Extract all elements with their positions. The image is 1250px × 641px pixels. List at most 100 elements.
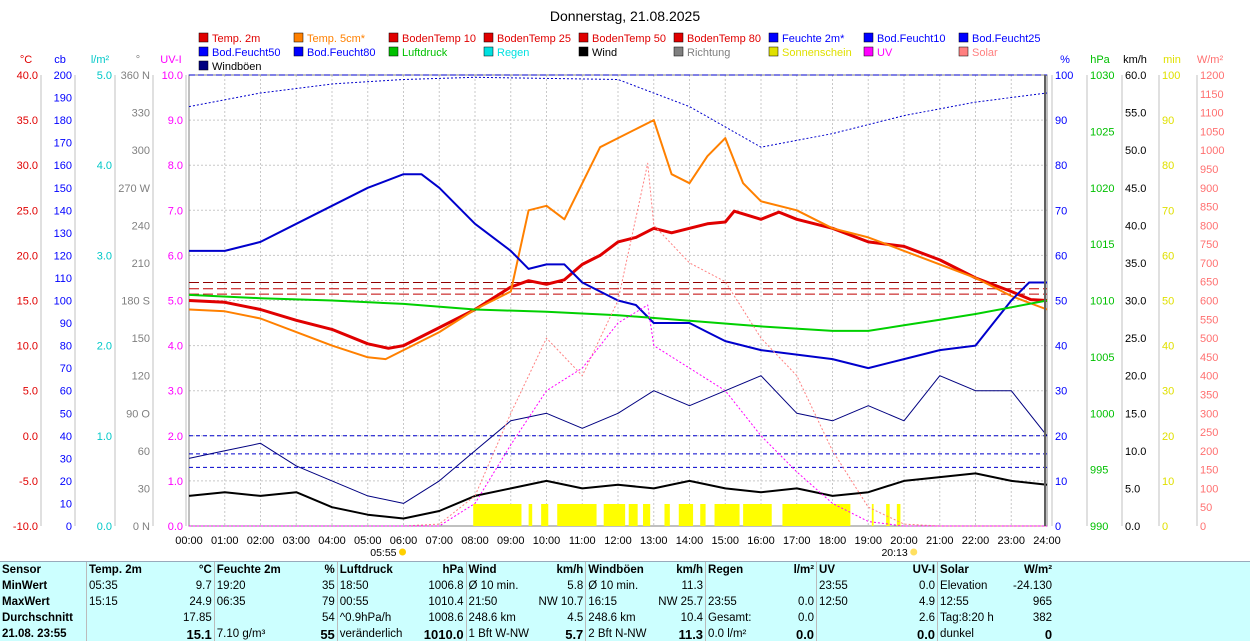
series-uv bbox=[189, 304, 1047, 527]
right-axis-tick: 80 bbox=[1055, 160, 1067, 172]
sunshine-bar bbox=[628, 504, 638, 526]
sunshine-bar bbox=[664, 504, 670, 526]
left-axis-tick: 60 bbox=[60, 386, 72, 398]
stats-temp-time bbox=[86, 610, 181, 626]
left-axis-tick: 180 S bbox=[121, 296, 150, 308]
left-axis-tick: 0 N bbox=[133, 521, 150, 533]
right-axis-tick: 1050 bbox=[1200, 126, 1224, 138]
legend-label: Temp. 2m bbox=[212, 33, 260, 45]
stats-temp-value: 9.7 bbox=[195, 580, 212, 592]
left-axis-tick: 40.0 bbox=[17, 70, 38, 82]
right-axis-tick: 45.0 bbox=[1125, 183, 1146, 195]
stats-press-time: 00:55 bbox=[336, 594, 422, 610]
legend-swatch bbox=[293, 46, 304, 57]
stats-header-solar-unit: W/m² bbox=[1023, 564, 1053, 576]
left-axis-tick: -5.0 bbox=[19, 476, 38, 488]
stats-header-temp: Temp. 2m bbox=[86, 562, 181, 578]
right-axis-tick: 1005 bbox=[1090, 352, 1114, 364]
right-axis-tick: 1200 bbox=[1200, 70, 1224, 82]
statistics-panel: Sensor Temp. 2m °C Feuchte 2m % Luftdruc… bbox=[0, 561, 1250, 641]
left-axis-tick: 170 bbox=[54, 138, 72, 150]
sunshine-bar bbox=[896, 504, 901, 526]
sunshine-bar bbox=[541, 504, 549, 526]
legend-label: Solar bbox=[972, 47, 998, 59]
stats-press-time: veränderlich bbox=[336, 626, 422, 641]
x-tick-label: 04:00 bbox=[318, 535, 346, 547]
right-axis-tick: 950 bbox=[1200, 164, 1218, 176]
right-axis-tick: 10 bbox=[1055, 476, 1067, 488]
sunshine-bar bbox=[886, 504, 890, 526]
x-tick-label: 14:00 bbox=[676, 535, 704, 547]
left-axis-tick: 20.0 bbox=[17, 250, 38, 262]
left-axis-tick: 100 bbox=[54, 296, 72, 308]
stats-header-sensor: Sensor bbox=[2, 564, 41, 576]
right-axis-unit: min bbox=[1163, 54, 1181, 66]
left-axis-tick: 30.0 bbox=[17, 160, 38, 172]
legend-label: Bod.Feucht10 bbox=[877, 33, 946, 45]
right-axis-tick: 0.0 bbox=[1125, 521, 1140, 533]
stats-header-solar: Solar bbox=[937, 562, 1005, 578]
stats-rain-time: Gesamt: bbox=[705, 610, 771, 626]
legend-swatch bbox=[293, 32, 304, 43]
right-axis-tick: 50 bbox=[1200, 502, 1212, 514]
right-axis-tick: 500 bbox=[1200, 333, 1218, 345]
left-axis-tick: 50 bbox=[60, 408, 72, 420]
stats-uv-value: 4.9 bbox=[919, 596, 936, 608]
left-axis-unit: °C bbox=[20, 54, 32, 66]
right-axis-tick: 25.0 bbox=[1125, 333, 1146, 345]
sunshine-bar bbox=[714, 504, 740, 526]
stats-temp-time: 15:15 bbox=[86, 594, 181, 610]
legend-label: Bod.Feucht50 bbox=[212, 47, 281, 59]
legend-swatch bbox=[198, 32, 209, 43]
series-bod-feucht10 bbox=[188, 76, 1048, 148]
legend-swatch bbox=[768, 46, 779, 57]
stats-rain-time bbox=[705, 578, 771, 594]
right-axis-tick: 1030 bbox=[1090, 70, 1114, 82]
stats-rain-value: 0.0 bbox=[798, 596, 815, 608]
right-axis-tick: 1100 bbox=[1200, 108, 1224, 120]
left-axis-tick: 25.0 bbox=[17, 205, 38, 217]
stats-hum-time bbox=[213, 610, 305, 626]
left-axis-tick: 10 bbox=[60, 498, 72, 510]
right-axis-tick: 1020 bbox=[1090, 183, 1114, 195]
right-axis-tick: 550 bbox=[1200, 314, 1218, 326]
stats-press-value: 1008.6 bbox=[428, 612, 464, 624]
left-axis-tick: 2.0 bbox=[168, 431, 183, 443]
right-axis-tick: 350 bbox=[1200, 389, 1218, 401]
legend-swatch bbox=[578, 32, 589, 43]
stats-header-gust-unit: km/h bbox=[676, 564, 704, 576]
right-axis-tick: 0 bbox=[1055, 521, 1061, 533]
right-axis-tick: 0 bbox=[1200, 521, 1206, 533]
right-axis-tick: 80 bbox=[1162, 160, 1174, 172]
right-axis-tick: 35.0 bbox=[1125, 258, 1146, 270]
right-axis-tick: 30.0 bbox=[1125, 296, 1146, 308]
legend-label: Sonnenschein bbox=[782, 47, 852, 59]
left-axis-tick: 20 bbox=[60, 476, 72, 488]
left-axis-tick: 10.0 bbox=[17, 341, 38, 353]
left-axis-tick: 180 bbox=[54, 115, 72, 127]
legend-label: Wind bbox=[592, 47, 617, 59]
left-axis-tick: 190 bbox=[54, 93, 72, 105]
stats-gust-time: 16:15 bbox=[585, 594, 657, 610]
stats-hum-value: 55 bbox=[320, 626, 335, 641]
right-axis-tick: 90 bbox=[1162, 115, 1174, 127]
stats-uv-value: 2.6 bbox=[919, 612, 936, 624]
stats-header-hum-unit: % bbox=[324, 564, 335, 576]
left-axis-tick: 150 bbox=[132, 333, 150, 345]
legend-label: Luftdruck bbox=[402, 47, 448, 59]
right-axis-tick: 400 bbox=[1200, 371, 1218, 383]
series-temp-2m bbox=[188, 209, 1048, 350]
series bbox=[188, 75, 1048, 527]
right-axis-tick: 70 bbox=[1162, 205, 1174, 217]
x-tick-label: 11:00 bbox=[569, 535, 596, 547]
statistics-table: Sensor Temp. 2m °C Feuchte 2m % Luftdruc… bbox=[0, 562, 1054, 641]
right-axis-tick: 40 bbox=[1162, 341, 1174, 353]
x-tick-label: 15:00 bbox=[711, 535, 739, 547]
legend-label: Feuchte 2m* bbox=[782, 33, 845, 45]
legend-swatch bbox=[578, 46, 589, 57]
stats-rain-value: 0.0 bbox=[795, 626, 815, 641]
left-axis-unit: ° bbox=[136, 54, 140, 66]
left-axis-tick: 160 bbox=[54, 160, 72, 172]
left-axis-tick: 8.0 bbox=[168, 160, 183, 172]
right-axis-tick: 200 bbox=[1200, 446, 1218, 458]
